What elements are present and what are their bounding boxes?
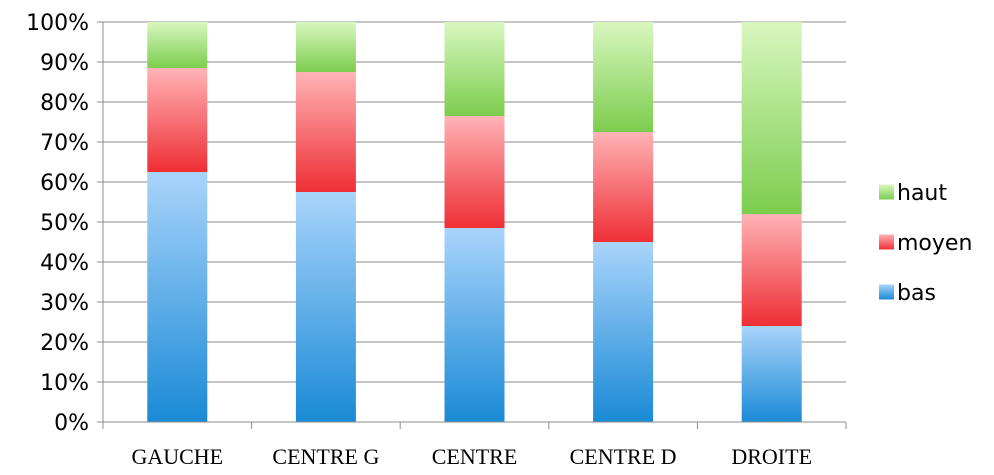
- y-tick-label-10: 10%: [40, 371, 89, 396]
- bar-centre-moyen: [444, 116, 505, 228]
- x-tick-label-droite: DROITE: [731, 444, 812, 469]
- x-tick-label-gauche: GAUCHE: [131, 444, 223, 469]
- bar-droite-haut: [741, 22, 802, 214]
- bar-droite-bas: [741, 326, 802, 422]
- legend-item-haut: haut: [879, 181, 947, 206]
- y-tick-label-0: 0%: [54, 411, 89, 436]
- legend-label-moyen: moyen: [897, 231, 972, 256]
- y-tick-label-60: 60%: [40, 171, 89, 196]
- legend: haut moyen bas: [879, 181, 972, 306]
- legend-label-haut: haut: [897, 181, 947, 206]
- x-tick-label-centre-g: CENTRE G: [272, 444, 379, 469]
- legend-item-bas: bas: [879, 281, 936, 306]
- bar-gauche-haut: [147, 22, 208, 68]
- legend-swatch-haut: [879, 184, 894, 200]
- bar-centre-g-moyen: [295, 72, 356, 192]
- bar-centre-d-moyen: [593, 132, 654, 242]
- y-tick-label-70: 70%: [40, 131, 89, 156]
- bar-gauche-moyen: [147, 68, 208, 172]
- bar-centre-g-bas: [295, 192, 356, 422]
- legend-swatch-moyen: [879, 234, 894, 250]
- bar-centre-bas: [444, 228, 505, 422]
- bar-centre-haut: [444, 22, 505, 116]
- legend-item-moyen: moyen: [879, 231, 972, 256]
- y-tick-label-20: 20%: [40, 331, 89, 356]
- legend-swatch-bas: [879, 284, 894, 300]
- y-tick-label-30: 30%: [40, 291, 89, 316]
- bar-centre-d-haut: [593, 22, 654, 132]
- y-tick-label-50: 50%: [40, 211, 89, 236]
- y-tick-label-40: 40%: [40, 251, 89, 276]
- axes: 0% 10% 20% 30% 40% 50% 60% 70% 80% 90% 100% GAUCHE C…: [26, 11, 847, 469]
- x-tick-label-centre-d: CENTRE D: [570, 444, 677, 469]
- bar-centre-g-haut: [295, 22, 356, 72]
- y-tick-label-100: 100%: [26, 11, 89, 36]
- bar-centre-d-bas: [593, 242, 654, 422]
- bar-gauche-bas: [147, 172, 208, 422]
- legend-label-bas: bas: [897, 281, 936, 306]
- y-tick-label-90: 90%: [40, 51, 89, 76]
- y-tick-label-80: 80%: [40, 91, 89, 116]
- x-tick-label-centre: CENTRE: [432, 444, 518, 469]
- bar-droite-moyen: [741, 214, 802, 326]
- bars: [147, 22, 802, 422]
